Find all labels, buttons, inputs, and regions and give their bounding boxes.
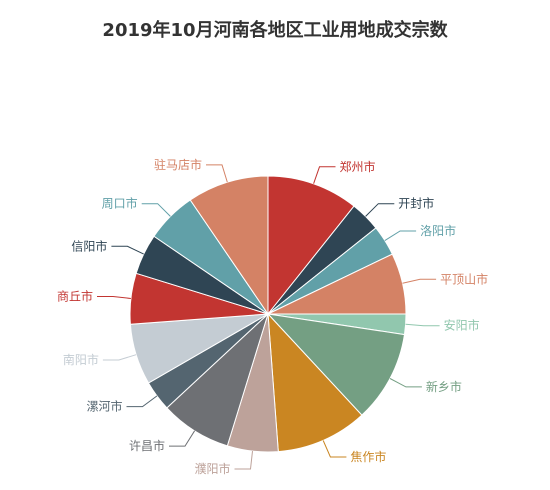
leader-line-3 — [402, 278, 437, 284]
slice-label-5: 新乡市 — [426, 379, 462, 394]
slice-label-9: 漯河市 — [86, 399, 122, 414]
pie-slice-6[interactable] — [267, 312, 363, 453]
leader-line-0 — [313, 166, 336, 184]
slice-label-1: 开封市 — [398, 196, 434, 211]
slice-label-11: 商丘市 — [57, 289, 93, 304]
slice-label-2: 洛阳市 — [420, 223, 456, 238]
slice-label-10: 南阳市 — [63, 352, 99, 367]
leader-line-6 — [322, 440, 347, 458]
pie-slice-14[interactable] — [189, 175, 269, 316]
leader-line-9 — [126, 395, 158, 408]
slice-label-0: 郑州市 — [340, 159, 376, 174]
leader-line-2 — [384, 230, 417, 242]
pie-slice-5[interactable] — [266, 313, 406, 416]
leader-line-11 — [97, 296, 131, 299]
leader-line-10 — [102, 354, 137, 361]
slice-label-4: 安阳市 — [444, 318, 480, 333]
slice-label-12: 信阳市 — [71, 238, 107, 253]
chart-title: 2019年10月河南各地区工业用地成交宗数 — [102, 20, 448, 41]
slice-label-6: 焦作市 — [350, 449, 386, 464]
leader-line-7 — [234, 451, 253, 470]
leader-line-13 — [141, 203, 171, 217]
pie-slice-0[interactable] — [267, 175, 355, 316]
slice-label-14: 驻马店市 — [154, 157, 202, 172]
leader-line-8 — [169, 430, 196, 447]
slice-label-8: 许昌市 — [129, 438, 165, 453]
slice-label-3: 平顶山市 — [440, 271, 488, 286]
leader-line-5 — [389, 378, 422, 388]
leader-line-14 — [206, 164, 228, 183]
leader-line-4 — [405, 323, 440, 327]
leader-line-1 — [365, 203, 395, 217]
leader-line-12 — [111, 245, 144, 255]
slice-label-13: 周口市 — [102, 196, 138, 211]
slice-label-7: 濮阳市 — [194, 461, 230, 476]
